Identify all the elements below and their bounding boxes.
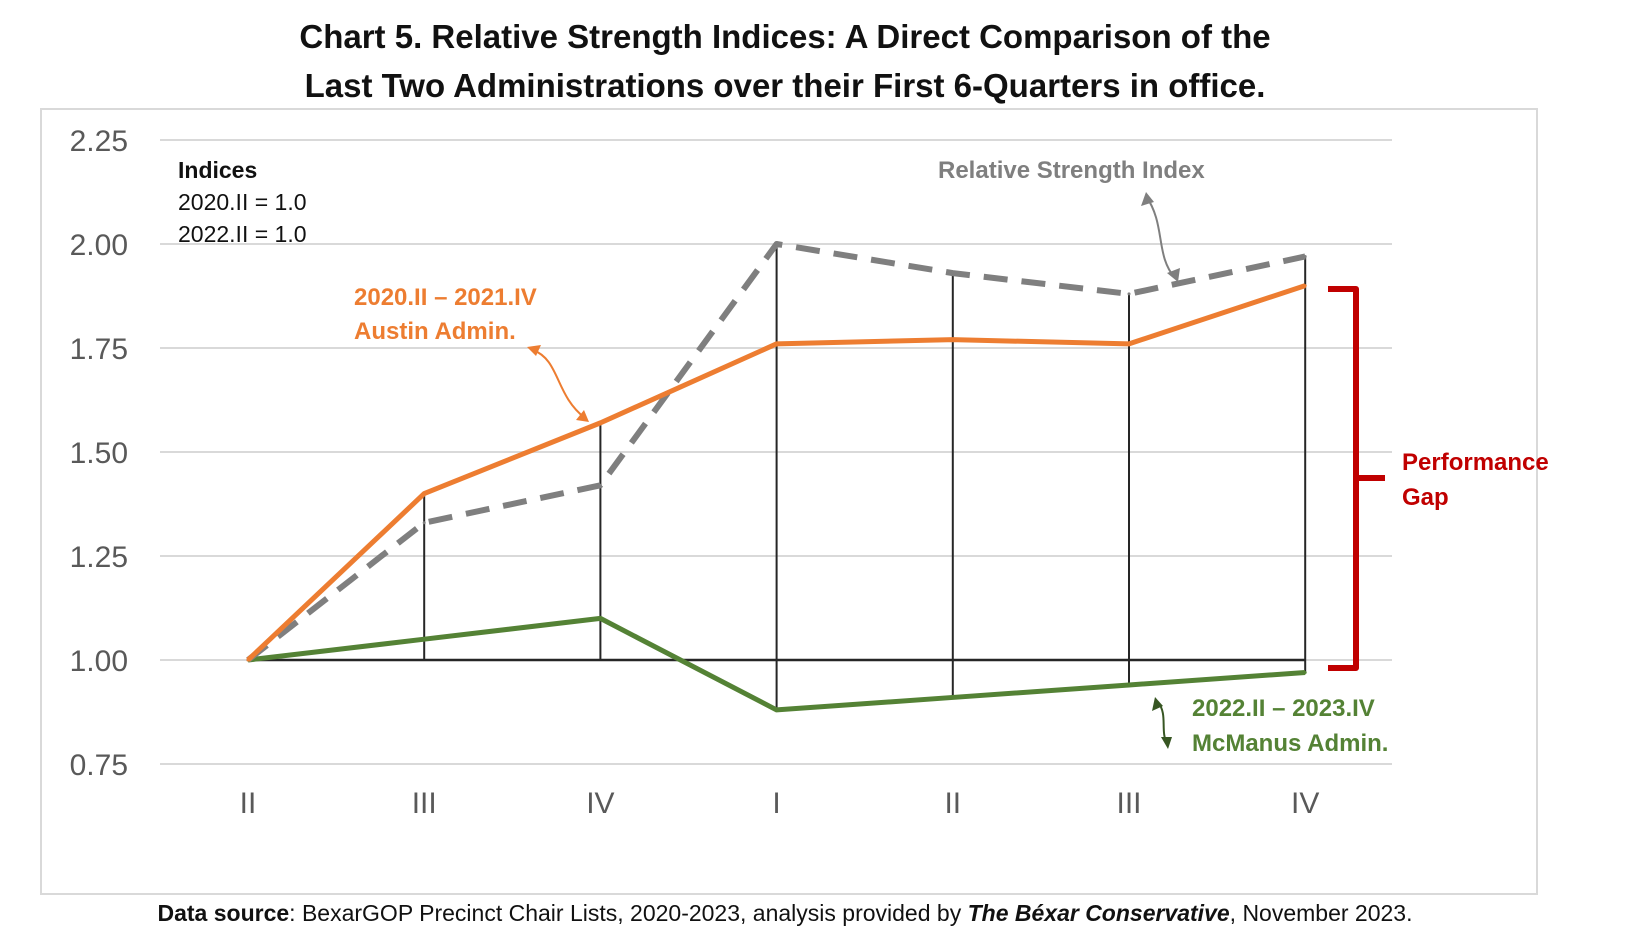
x-tick-label: IV [586, 787, 614, 820]
x-tick-label: III [412, 787, 437, 820]
x-axis-ticks: II III IV I II III IV [240, 787, 1320, 820]
x-tick-label: II [240, 787, 257, 820]
data-point-austin [775, 342, 779, 346]
y-axis-ticks: 2.25 2.00 1.75 1.50 1.25 1.00 0.75 [70, 125, 128, 782]
mcmanus-label-line-1: 2022.II – 2023.IV [1192, 695, 1375, 722]
data-point-mcmanus [422, 637, 426, 641]
y-tick-label: 0.75 [70, 749, 128, 782]
mcmanus-arrow-head-bottom [1161, 737, 1172, 749]
austin-label-line-2: Austin Admin. [354, 318, 516, 345]
rsi-label: Relative Strength Index [938, 157, 1205, 184]
rsi-arrow-head-bottom [1167, 268, 1180, 282]
performance-gap-label-line-1: Performance [1402, 449, 1549, 476]
x-tick-label: IV [1291, 787, 1319, 820]
data-point-rsi [1303, 254, 1307, 258]
performance-gap-label-line-2: Gap [1402, 484, 1449, 511]
y-tick-label: 1.50 [70, 437, 128, 470]
source-date: , November 2023. [1229, 900, 1413, 926]
data-point-austin [951, 338, 955, 342]
data-point-austin [1303, 284, 1307, 288]
austin-arrow-head-bottom [576, 410, 589, 422]
chart-title-line-2: Last Two Administrations over their Firs… [304, 67, 1266, 104]
data-point-rsi [422, 521, 426, 525]
x-tick-label: II [944, 787, 961, 820]
source-label: Data source [157, 900, 290, 926]
data-source-note: Data source: BexarGOP Precinct Chair Lis… [0, 900, 1570, 927]
indices-line-2: 2022.II = 1.0 [178, 221, 307, 247]
data-point-mcmanus [1303, 670, 1307, 674]
data-point-austin [246, 658, 250, 662]
data-point-mcmanus [1127, 683, 1131, 687]
source-publication: The Béxar Conservative [967, 900, 1230, 926]
data-point-rsi [775, 242, 779, 246]
data-point-rsi [951, 271, 955, 275]
chart-title-line-1: Chart 5. Relative Strength Indices: A Di… [299, 18, 1271, 55]
rsi-arrow-head-top [1141, 192, 1154, 206]
data-point-mcmanus [598, 616, 602, 620]
source-text: : BexarGOP Precinct Chair Lists, 2020-20… [289, 900, 968, 926]
data-point-austin [598, 421, 602, 425]
data-point-mcmanus [775, 708, 779, 712]
mcmanus-arrow-head-top [1152, 697, 1163, 711]
y-tick-label: 2.00 [70, 229, 128, 262]
drop-lines [423, 244, 1307, 710]
series-lines [246, 241, 1307, 713]
y-tick-label: 1.00 [70, 645, 128, 678]
x-tick-label: III [1116, 787, 1141, 820]
austin-arrow [532, 349, 586, 419]
data-point-rsi [1127, 292, 1131, 296]
y-tick-label: 1.75 [70, 333, 128, 366]
austin-label-line-1: 2020.II – 2021.IV [354, 284, 537, 311]
data-point-mcmanus [951, 695, 955, 699]
mcmanus-label-line-2: McManus Admin. [1192, 730, 1388, 757]
indices-title: Indices [178, 157, 257, 183]
chart-frame [40, 108, 1538, 895]
indices-line-1: 2020.II = 1.0 [178, 189, 307, 215]
performance-gap-bracket [1328, 286, 1359, 671]
y-tick-label: 2.25 [70, 125, 128, 158]
x-tick-label: I [772, 787, 780, 820]
austin-arrow-head-top [527, 345, 541, 356]
y-tick-label: 1.25 [70, 541, 128, 574]
data-point-austin [1127, 342, 1131, 346]
rsi-arrow [1145, 195, 1176, 279]
chart-title: Chart 5. Relative Strength Indices: A Di… [0, 12, 1570, 110]
data-point-austin [422, 492, 426, 496]
data-point-rsi [598, 483, 602, 487]
